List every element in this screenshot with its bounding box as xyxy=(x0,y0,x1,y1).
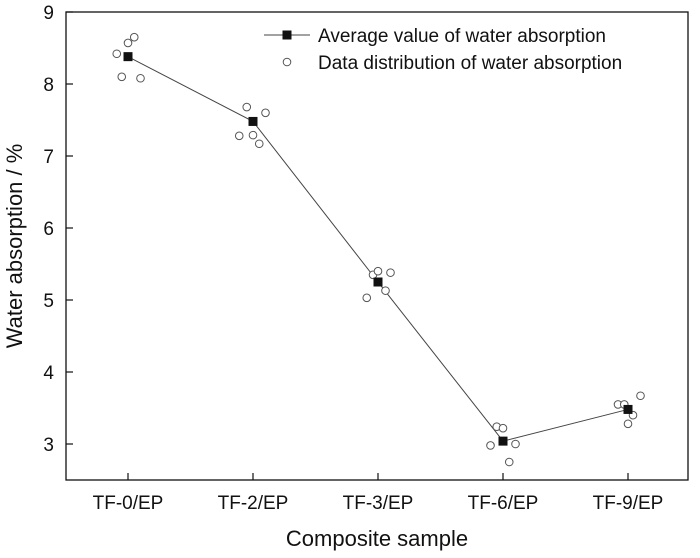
distribution-point xyxy=(636,391,645,401)
distribution-point xyxy=(504,457,514,467)
distribution-point xyxy=(498,423,508,433)
y-tick-label: 3 xyxy=(43,435,54,456)
legend: Average value of water absorption Data d… xyxy=(264,26,622,74)
distribution-point xyxy=(261,108,270,118)
average-point xyxy=(123,52,133,62)
distribution-point xyxy=(373,266,383,276)
distribution-point xyxy=(254,139,264,149)
x-tick-label: TF-6/EP xyxy=(468,493,539,514)
legend-square-marker xyxy=(282,30,292,40)
x-tick-label: TF-2/EP xyxy=(218,493,289,514)
series-layer xyxy=(112,32,645,467)
average-point xyxy=(373,277,383,287)
y-axis-title: Water absorption / % xyxy=(2,144,27,349)
distribution-point xyxy=(381,286,390,295)
distribution-point xyxy=(136,73,145,83)
average-point xyxy=(623,404,633,414)
y-tick-label: 7 xyxy=(43,147,54,168)
distribution-point xyxy=(123,38,133,48)
y-tick-label: 8 xyxy=(43,75,54,96)
distribution-point xyxy=(623,419,633,429)
average-line xyxy=(127,56,629,442)
x-tick-label: TF-0/EP xyxy=(93,493,164,514)
distribution-point xyxy=(234,131,244,141)
y-axis: 3 4 5 6 7 8 9 xyxy=(43,3,73,456)
plot-frame xyxy=(65,11,689,481)
x-axis: TF-0/EP TF-2/EP TF-3/EP TF-6/EP TF-9/EP xyxy=(93,473,664,514)
legend-circle-marker xyxy=(282,57,292,67)
distribution-point xyxy=(486,441,495,450)
x-tick-label: TF-3/EP xyxy=(343,493,414,514)
average-point xyxy=(498,436,508,446)
distribution-point xyxy=(112,49,122,59)
average-point xyxy=(248,116,258,126)
distribution-point xyxy=(248,130,258,140)
legend-label-distribution: Data distribution of water absorption xyxy=(318,53,622,74)
distribution-point xyxy=(117,72,127,82)
distribution-point xyxy=(242,102,252,112)
y-tick-label: 5 xyxy=(43,291,54,312)
distribution-point xyxy=(386,268,395,277)
y-tick-label: 4 xyxy=(43,363,54,384)
y-tick-label: 6 xyxy=(43,219,54,240)
distribution-point xyxy=(129,32,139,42)
x-tick-label: TF-9/EP xyxy=(593,493,664,514)
y-tick-label: 9 xyxy=(43,3,54,24)
x-axis-title: Composite sample xyxy=(286,526,468,551)
distribution-point xyxy=(362,293,372,303)
distribution-point xyxy=(511,439,520,449)
legend-label-average: Average value of water absorption xyxy=(318,26,606,47)
